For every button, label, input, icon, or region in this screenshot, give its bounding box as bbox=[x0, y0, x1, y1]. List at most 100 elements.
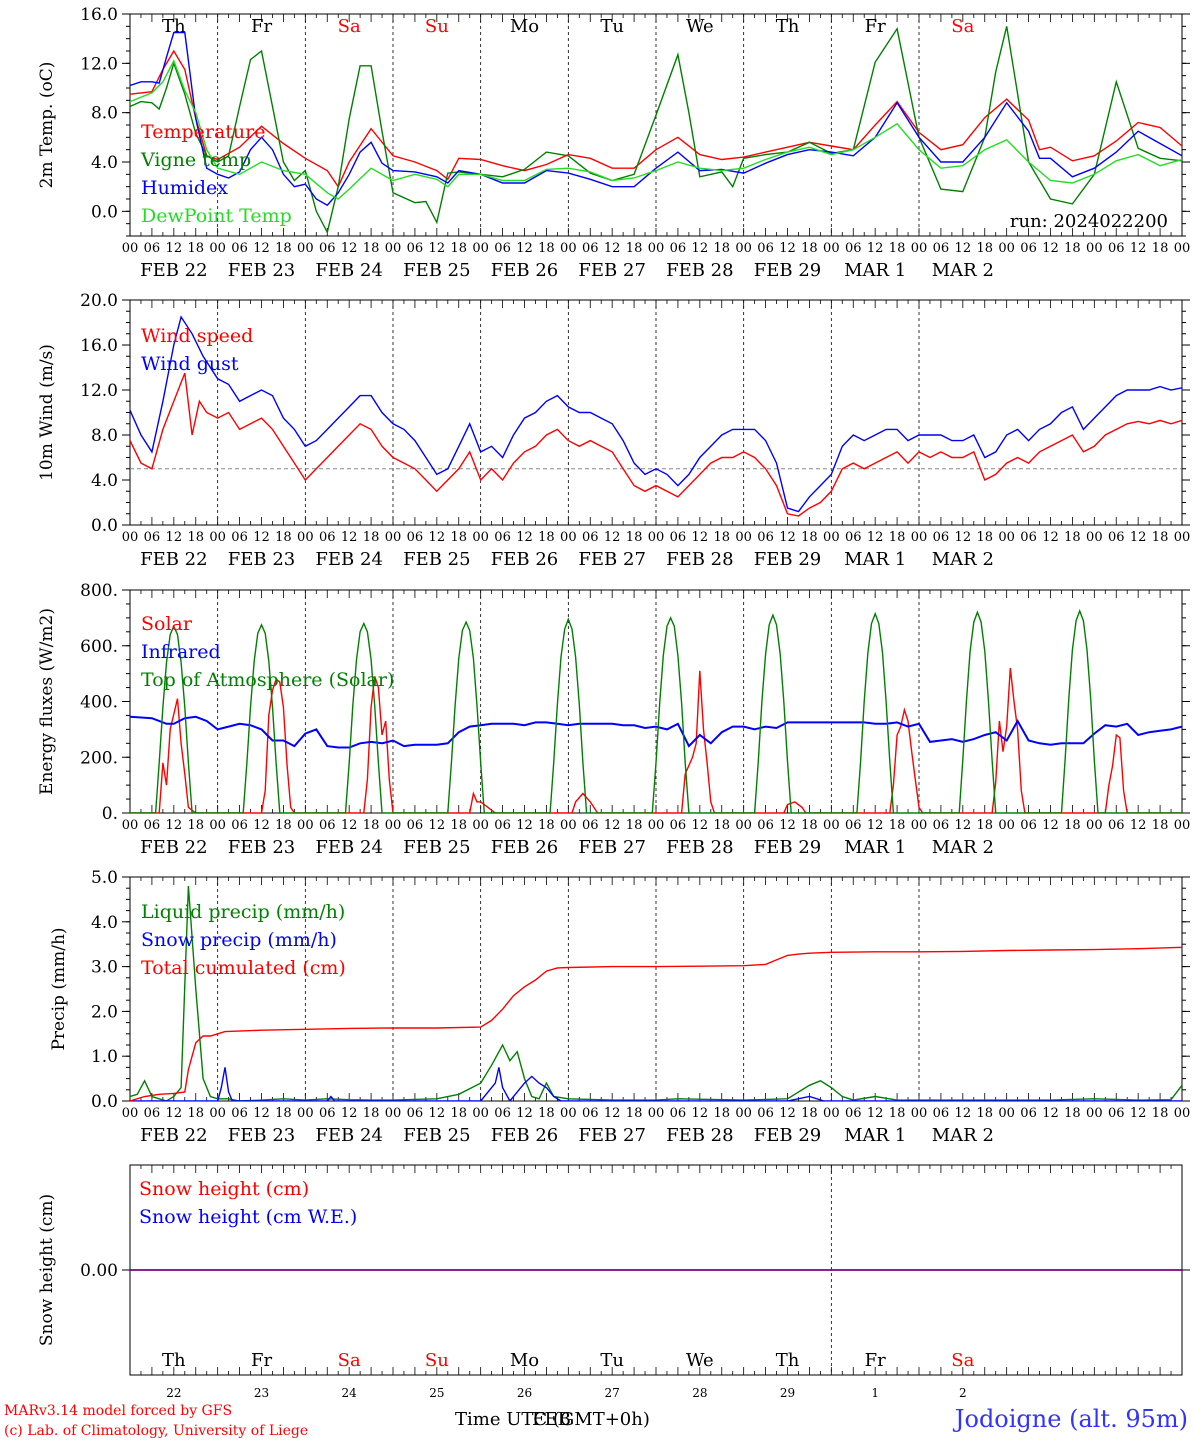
hour-label: 06 bbox=[1020, 530, 1037, 545]
hour-label: 00 bbox=[472, 241, 489, 256]
panel-4: 0.0 1.0 2.0 3.0 4.0 5.0 Precip (mm/h) 00 06 12 18 0… bbox=[49, 868, 1190, 1146]
hour-label: 12 bbox=[516, 818, 533, 833]
y-tick-label: 4.0 bbox=[91, 153, 118, 173]
station-name: Jodoigne (alt. 95m) bbox=[952, 1405, 1188, 1433]
hour-label: 18 bbox=[626, 1106, 643, 1121]
hour-label: 12 bbox=[692, 818, 709, 833]
hour-label: 06 bbox=[1108, 1106, 1125, 1121]
hour-label: 00 bbox=[648, 530, 665, 545]
hour-label: 06 bbox=[231, 241, 248, 256]
hour-label: 00 bbox=[122, 1106, 139, 1121]
hour-label: 06 bbox=[1020, 818, 1037, 833]
series-line-top-of-atmosphere-solar- bbox=[130, 608, 1182, 813]
hour-label: 06 bbox=[757, 241, 774, 256]
y-tick-label: 0.00 bbox=[80, 1261, 118, 1281]
hour-label: 00 bbox=[735, 1106, 752, 1121]
panel-3: 0. 200. 400. 600. 800. Energy fluxes (W/m2) 00… bbox=[37, 581, 1190, 858]
date-label: FEB 28 bbox=[666, 260, 733, 281]
hour-label: 06 bbox=[1108, 241, 1125, 256]
weekday-label: Th bbox=[776, 16, 800, 37]
hour-label: 06 bbox=[231, 530, 248, 545]
hour-label: 06 bbox=[933, 241, 950, 256]
hour-label: 06 bbox=[407, 530, 424, 545]
series-line-infrared bbox=[130, 715, 1182, 749]
hour-label: 12 bbox=[516, 1106, 533, 1121]
hour-label: 00 bbox=[648, 818, 665, 833]
hour-label: 18 bbox=[187, 818, 204, 833]
hour-label: 06 bbox=[231, 1106, 248, 1121]
y-axis-label: 2m Temp. (oC) bbox=[37, 62, 57, 189]
day-number-label: 1 bbox=[871, 1386, 879, 1400]
date-label: FEB 27 bbox=[578, 260, 645, 281]
series-line-wind-gust bbox=[130, 315, 1182, 513]
date-label: FEB 26 bbox=[491, 837, 558, 858]
series-line-humidex bbox=[130, 31, 1182, 207]
hour-label: 06 bbox=[231, 818, 248, 833]
hour-label: 18 bbox=[450, 818, 467, 833]
hour-label: 12 bbox=[604, 530, 621, 545]
panel-2: 0.0 4.0 8.0 12.0 16.0 20.0 10m Wind (m/s) 00 06 1… bbox=[37, 291, 1190, 570]
hour-label: 18 bbox=[450, 241, 467, 256]
hour-label: 06 bbox=[757, 818, 774, 833]
hour-label: 12 bbox=[1042, 530, 1059, 545]
legend-entry: Vigne temp bbox=[140, 149, 251, 171]
hour-label: 12 bbox=[1130, 241, 1147, 256]
hour-label: 00 bbox=[1086, 1106, 1103, 1121]
legend-entry: Temperature bbox=[141, 121, 265, 143]
hour-label: 18 bbox=[275, 241, 292, 256]
hour-label: 18 bbox=[889, 530, 906, 545]
hour-label: 12 bbox=[341, 530, 358, 545]
hour-label: 12 bbox=[341, 1106, 358, 1121]
hour-label: 18 bbox=[976, 1106, 993, 1121]
hour-label: 06 bbox=[582, 1106, 599, 1121]
date-label: MAR 1 bbox=[844, 837, 906, 858]
date-label: FEB 25 bbox=[403, 837, 470, 858]
day-number-label: 26 bbox=[517, 1386, 532, 1400]
hour-label: 06 bbox=[319, 530, 336, 545]
hour-label: 12 bbox=[955, 241, 972, 256]
hour-label: 06 bbox=[845, 1106, 862, 1121]
hour-label: 18 bbox=[363, 818, 380, 833]
date-label: FEB 22 bbox=[140, 549, 207, 570]
day-number-label: 22 bbox=[166, 1386, 181, 1400]
y-axis-label: 10m Wind (m/s) bbox=[37, 344, 57, 481]
y-tick-label: 200. bbox=[80, 748, 118, 768]
hour-label: 00 bbox=[209, 1106, 226, 1121]
date-label: FEB 22 bbox=[140, 1125, 207, 1146]
hour-label: 18 bbox=[889, 1106, 906, 1121]
date-label: FEB 27 bbox=[578, 837, 645, 858]
legend-entry: Snow precip (mm/h) bbox=[141, 929, 337, 951]
y-tick-label: 16.0 bbox=[80, 336, 118, 356]
hour-label: 12 bbox=[867, 1106, 884, 1121]
date-label: MAR 1 bbox=[844, 549, 906, 570]
series-group bbox=[130, 315, 1182, 517]
legend-entry: Wind speed bbox=[141, 325, 253, 347]
hour-label: 18 bbox=[976, 818, 993, 833]
hour-label: 00 bbox=[560, 530, 577, 545]
hour-label: 12 bbox=[253, 818, 270, 833]
hour-label: 12 bbox=[253, 530, 270, 545]
hour-label: 00 bbox=[560, 241, 577, 256]
hour-label: 12 bbox=[1042, 1106, 1059, 1121]
weekday-label: Th bbox=[162, 1350, 186, 1371]
legend-entry: Solar bbox=[141, 613, 193, 635]
hour-label: 06 bbox=[670, 530, 687, 545]
hour-label: 12 bbox=[779, 1106, 796, 1121]
day-number-label: 2 bbox=[959, 1386, 967, 1400]
hour-label: 12 bbox=[604, 1106, 621, 1121]
date-label: FEB 29 bbox=[754, 1125, 821, 1146]
day-number-label: 25 bbox=[429, 1386, 444, 1400]
date-label: MAR 2 bbox=[932, 260, 994, 281]
hour-label: 18 bbox=[187, 1106, 204, 1121]
hour-label: 18 bbox=[275, 818, 292, 833]
hour-label: 00 bbox=[823, 530, 840, 545]
legend-entry: DewPoint Temp bbox=[141, 205, 292, 227]
legend-entry: Snow height (cm W.E.) bbox=[139, 1206, 357, 1228]
y-axis-label: Energy fluxes (W/m2) bbox=[37, 608, 57, 795]
date-label: FEB 25 bbox=[403, 260, 470, 281]
hour-label: 00 bbox=[648, 241, 665, 256]
hour-label: 06 bbox=[845, 241, 862, 256]
hour-label: 00 bbox=[911, 818, 928, 833]
day-number-label: 23 bbox=[254, 1386, 269, 1400]
